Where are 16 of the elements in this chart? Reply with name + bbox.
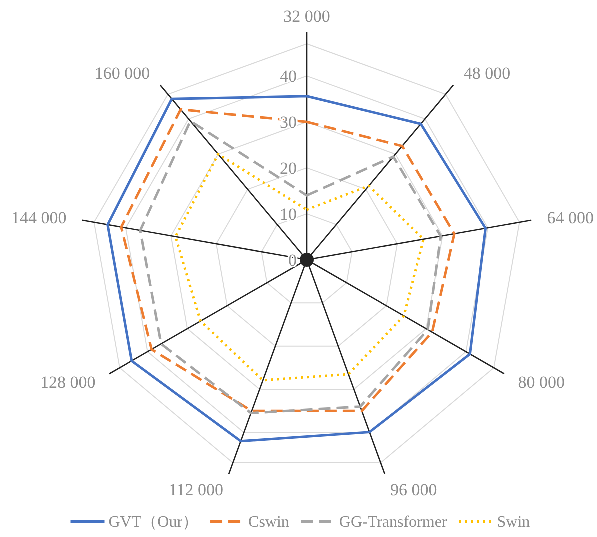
- legend-label: Cswin: [248, 514, 290, 531]
- y-tick-label: 10: [280, 205, 297, 224]
- legend-label: GG-Transformer: [339, 514, 448, 531]
- spoke-label: 64 000: [547, 208, 594, 228]
- y-tick-label: 40: [280, 67, 297, 86]
- spoke-label: 96 000: [390, 480, 438, 500]
- legend-label: GVT（Our）: [108, 514, 199, 531]
- spoke-label: 32 000: [284, 7, 330, 26]
- spoke-label: 80 000: [518, 373, 566, 392]
- spoke-label: 128 000: [40, 373, 96, 392]
- legend-label: Swin: [497, 514, 530, 531]
- spoke-label: 160 000: [94, 64, 150, 84]
- spoke-label: 48 000: [464, 64, 511, 84]
- spoke-label: 144 000: [11, 208, 67, 228]
- spoke-label: 112 000: [168, 480, 224, 500]
- y-tick-label: 20: [280, 159, 297, 178]
